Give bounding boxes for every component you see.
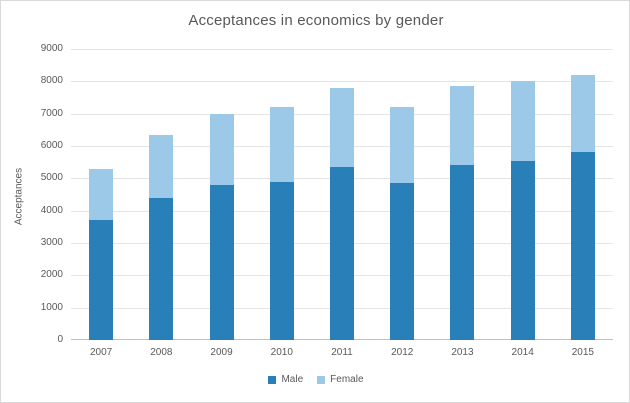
bar-group-2007[interactable]	[89, 168, 114, 340]
bar-segment-female-2011[interactable]	[330, 87, 354, 168]
x-tick-label: 2013	[451, 347, 474, 358]
bar-segment-female-2007[interactable]	[89, 168, 114, 221]
bar-segment-male-2010[interactable]	[269, 181, 294, 340]
bar-group-2012[interactable]	[390, 107, 415, 340]
bar-group-2011[interactable]	[330, 87, 354, 340]
legend-item-female[interactable]: Female	[317, 374, 364, 385]
x-tick-label: 2007	[89, 347, 113, 358]
x-tick-label: 2011	[331, 347, 353, 358]
bar-group-2010[interactable]	[269, 107, 294, 340]
plot-area	[71, 49, 613, 340]
bar-segment-male-2009[interactable]	[209, 184, 234, 340]
legend-label: Female	[330, 374, 364, 385]
x-tick-label: 2012	[391, 347, 414, 358]
legend: Male Female	[1, 374, 629, 385]
bar-segment-female-2014[interactable]	[510, 81, 535, 161]
bar-segment-male-2014[interactable]	[510, 160, 535, 340]
bar-group-2013[interactable]	[450, 86, 475, 340]
legend-item-male[interactable]: Male	[268, 374, 303, 385]
gridline-8000	[71, 81, 613, 83]
legend-label: Male	[281, 374, 304, 385]
chart-title: Acceptances in economics by gender	[188, 12, 444, 29]
legend-swatch-icon	[317, 375, 326, 384]
legend-swatch-icon	[268, 375, 277, 384]
bar-segment-female-2013[interactable]	[450, 86, 475, 166]
y-tick-label: 2000	[40, 269, 63, 281]
bar-segment-male-2015[interactable]	[570, 152, 595, 340]
y-tick-label: 5000	[40, 172, 63, 184]
bar-group-2008[interactable]	[149, 134, 174, 340]
x-tick-label: 2014	[511, 347, 534, 358]
x-tick-label: 2015	[571, 347, 594, 358]
bar-group-2015[interactable]	[570, 74, 595, 340]
bar-segment-female-2010[interactable]	[269, 107, 294, 182]
bar-segment-female-2008[interactable]	[149, 134, 174, 198]
bar-segment-female-2015[interactable]	[570, 74, 595, 153]
bar-segment-female-2012[interactable]	[390, 107, 415, 184]
y-axis-title: Acceptances	[13, 167, 25, 226]
bar-segment-male-2012[interactable]	[390, 183, 415, 340]
bar-segment-male-2011[interactable]	[330, 167, 354, 340]
bar-segment-male-2007[interactable]	[89, 220, 114, 340]
y-tick-label: 7000	[40, 107, 63, 119]
bar-segment-male-2008[interactable]	[149, 197, 174, 340]
y-tick-label: 1000	[40, 301, 63, 313]
y-tick-label: 6000	[40, 140, 63, 151]
y-tick-label: 4000	[40, 204, 63, 216]
y-tick-label: 3000	[40, 237, 63, 248]
gridline-9000	[71, 49, 613, 50]
bar-segment-male-2013[interactable]	[450, 165, 475, 340]
bar-segment-female-2009[interactable]	[209, 113, 234, 185]
y-tick-label: 9000	[40, 43, 63, 54]
y-tick-label: 8000	[40, 75, 63, 87]
x-tick-label: 2009	[210, 347, 233, 358]
x-tick-label: 2010	[270, 347, 293, 358]
bar-group-2014[interactable]	[510, 81, 535, 340]
y-tick-label: 0	[57, 334, 63, 345]
x-tick-label: 2008	[150, 347, 173, 358]
bar-group-2009[interactable]	[209, 113, 234, 340]
